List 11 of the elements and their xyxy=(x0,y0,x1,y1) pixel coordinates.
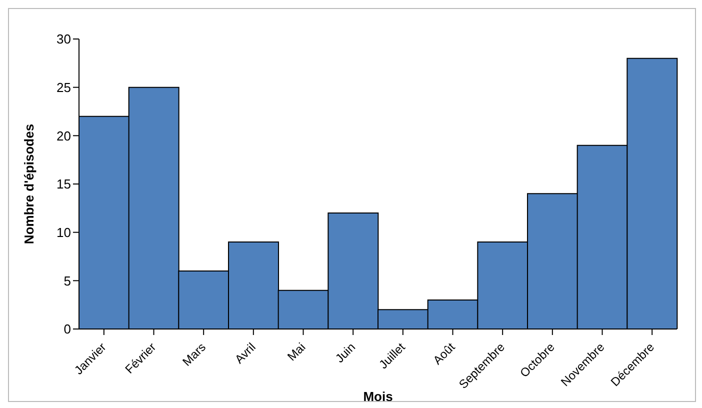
x-tick-label: Mai xyxy=(284,340,308,364)
y-axis-title: Nombre d'épisodes xyxy=(22,124,37,244)
y-tick-label: 10 xyxy=(56,224,71,240)
y-tick-label: 25 xyxy=(56,80,71,95)
y-tick-label: 15 xyxy=(56,176,71,192)
y-tick-label: 20 xyxy=(56,128,71,144)
y-tick-label: 5 xyxy=(64,273,71,288)
y-tick-label: 30 xyxy=(56,32,71,47)
x-axis-title: Mois xyxy=(363,389,393,404)
x-tick-label: Juin xyxy=(332,340,358,366)
y-tick-label: 0 xyxy=(64,322,71,337)
